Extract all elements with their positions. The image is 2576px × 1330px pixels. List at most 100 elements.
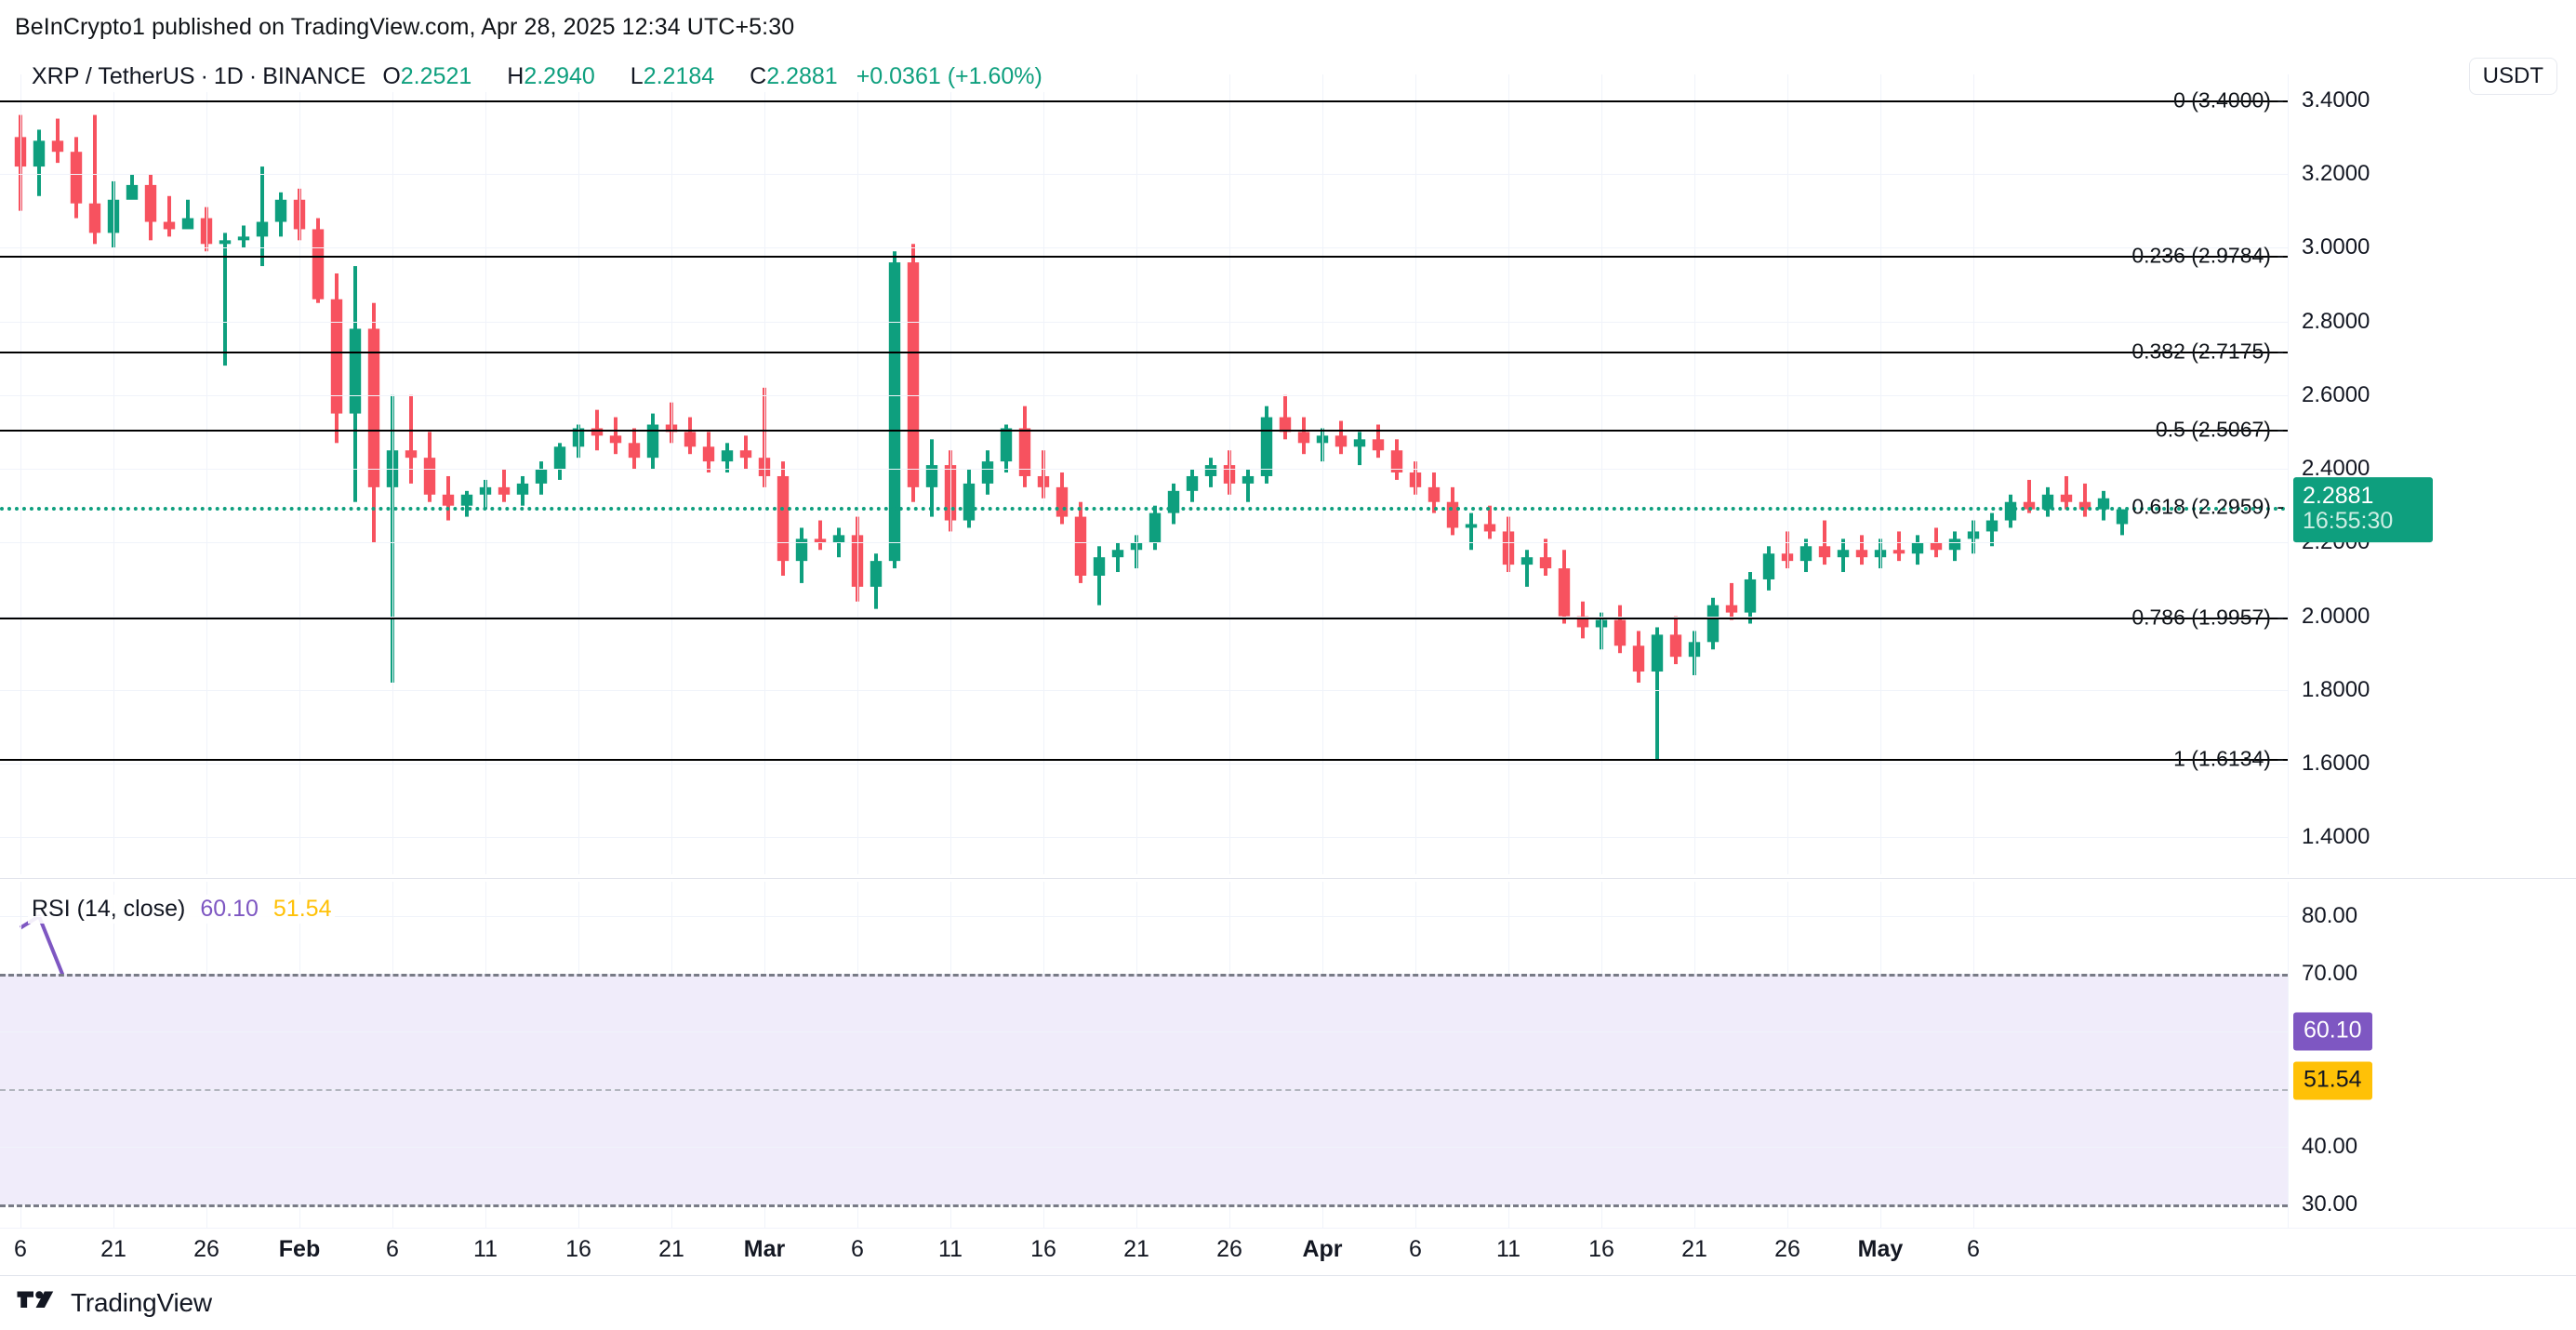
- legend-high: H2.2940: [507, 63, 595, 90]
- candle-body: [925, 465, 938, 487]
- time-axis-tick: 21: [1681, 1236, 1707, 1262]
- candle-body: [2004, 501, 2017, 521]
- candle-wick: [1116, 542, 1120, 573]
- candle-body: [1818, 546, 1831, 558]
- legend-close-label: C: [750, 63, 767, 89]
- last-price-badge[interactable]: 2.2881 16:55:30: [2293, 477, 2433, 543]
- candle-body: [1855, 550, 1868, 558]
- candle-body: [832, 535, 845, 543]
- price-gridline: [0, 616, 2288, 618]
- fib-level-line[interactable]: [0, 758, 2288, 761]
- fib-level-line[interactable]: [0, 255, 2288, 258]
- price-gridline: [0, 689, 2288, 691]
- candle-body: [553, 446, 566, 470]
- candle-body: [628, 443, 641, 459]
- price-axis-tick: 2.4000: [2302, 456, 2370, 482]
- price-gridline: [0, 764, 2288, 765]
- vertical-gridline: [1415, 74, 1416, 874]
- candle-body: [981, 461, 994, 484]
- last-price-value: 2.2881: [2303, 483, 2374, 510]
- candle-body: [126, 184, 139, 200]
- time-axis-tick: 6: [1409, 1236, 1422, 1262]
- candle-body: [423, 458, 436, 495]
- fib-level-line[interactable]: [0, 429, 2288, 432]
- vertical-gridline: [1880, 74, 1881, 874]
- rsi-ma-value-badge[interactable]: 51.54: [2293, 1061, 2372, 1100]
- fib-level-line[interactable]: [0, 618, 2288, 620]
- candle-body: [1204, 465, 1217, 476]
- candle-wick: [409, 394, 413, 484]
- vertical-gridline: [1322, 74, 1323, 874]
- candle-body: [907, 262, 920, 487]
- legend-high-value: 2.2940: [524, 63, 595, 89]
- candle-wick: [56, 118, 60, 164]
- candle-body: [1706, 605, 1720, 643]
- candle-wick: [1469, 512, 1473, 551]
- price-axis-tick: 1.4000: [2302, 824, 2370, 850]
- price-axis-tick: 1.6000: [2302, 751, 2370, 777]
- candle-body: [1000, 428, 1013, 462]
- rsi-axis-tick: 40.00: [2302, 1134, 2358, 1160]
- rsi-legend[interactable]: RSI (14, close) 60.10 51.54: [28, 895, 336, 924]
- tradingview-logo-icon[interactable]: [17, 1289, 60, 1317]
- vertical-gridline: [485, 74, 486, 874]
- fib-level-line[interactable]: [0, 100, 2288, 102]
- legend-close-value: 2.2881: [766, 63, 838, 89]
- rsi-ma-legend-value: 51.54: [272, 896, 332, 922]
- candle-wick: [2065, 475, 2068, 510]
- time-axis-tick: 6: [386, 1236, 399, 1262]
- legend-exchange[interactable]: BINANCE: [262, 63, 366, 89]
- price-axis[interactable]: 3.40003.20003.00002.80002.60002.40002.20…: [2288, 74, 2576, 874]
- time-axis[interactable]: 6 21 26 Feb 6 11 16 21 Mar 6 11 16 21 26 Apr 6 11 16 21 26 M…: [0, 1228, 2576, 1276]
- candle-body: [888, 262, 901, 562]
- vertical-gridline: [1694, 74, 1695, 874]
- candle-body: [1186, 475, 1199, 491]
- price-axis-tick: 3.0000: [2302, 234, 2370, 260]
- rsi-value-badge[interactable]: 60.10: [2293, 1012, 2372, 1051]
- time-axis-tick: 21: [658, 1236, 684, 1262]
- candle-body: [1911, 542, 1924, 554]
- candle-body: [702, 446, 715, 462]
- candle-body: [591, 428, 604, 436]
- legend-open: O2.2521: [382, 63, 471, 90]
- vertical-gridline: [1973, 74, 1974, 874]
- candle-wick: [1488, 505, 1492, 539]
- price-chart-pane[interactable]: [0, 74, 2288, 874]
- candle-body: [2060, 494, 2073, 502]
- rsi-pane[interactable]: [0, 882, 2288, 1228]
- candle-body: [1018, 428, 1031, 476]
- candle-body: [1948, 539, 1961, 551]
- candle-body: [1279, 417, 1292, 432]
- candle-wick: [1897, 531, 1901, 562]
- vertical-gridline: [857, 74, 858, 874]
- tradingview-wordmark[interactable]: TradingView: [71, 1288, 212, 1317]
- last-price-countdown: 16:55:30: [2303, 507, 2394, 534]
- candle-body: [870, 561, 883, 587]
- price-axis-tick: 2.8000: [2302, 308, 2370, 334]
- legend-interval[interactable]: 1D: [213, 63, 244, 89]
- currency-badge[interactable]: USDT: [2468, 58, 2557, 95]
- time-axis-tick: 26: [1774, 1236, 1800, 1262]
- fib-level-line[interactable]: [0, 507, 2288, 512]
- time-axis-tick: Feb: [278, 1236, 321, 1262]
- vertical-gridline: [764, 74, 765, 874]
- price-gridline: [0, 321, 2288, 323]
- legend-low-value: 2.2184: [643, 63, 715, 89]
- candle-body: [274, 199, 287, 222]
- rsi-legend-name[interactable]: RSI (14, close): [32, 896, 186, 922]
- legend-low: L2.2184: [631, 63, 714, 90]
- fib-level-line[interactable]: [0, 352, 2288, 354]
- candle-body: [814, 539, 827, 543]
- vertical-gridline: [950, 74, 951, 874]
- symbol-legend[interactable]: XRP / TetherUS · 1D · BINANCE O2.2521 H2…: [28, 61, 1046, 92]
- vertical-gridline: [1229, 74, 1230, 874]
- candle-body: [1892, 550, 1905, 554]
- candle-body: [349, 328, 362, 414]
- candle-body: [1651, 634, 1664, 672]
- candle-body: [1297, 432, 1310, 444]
- candle-body: [1669, 634, 1682, 658]
- time-axis-tick: 16: [565, 1236, 591, 1262]
- legend-symbol[interactable]: XRP / TetherUS: [32, 63, 195, 89]
- candle-body: [1242, 475, 1255, 484]
